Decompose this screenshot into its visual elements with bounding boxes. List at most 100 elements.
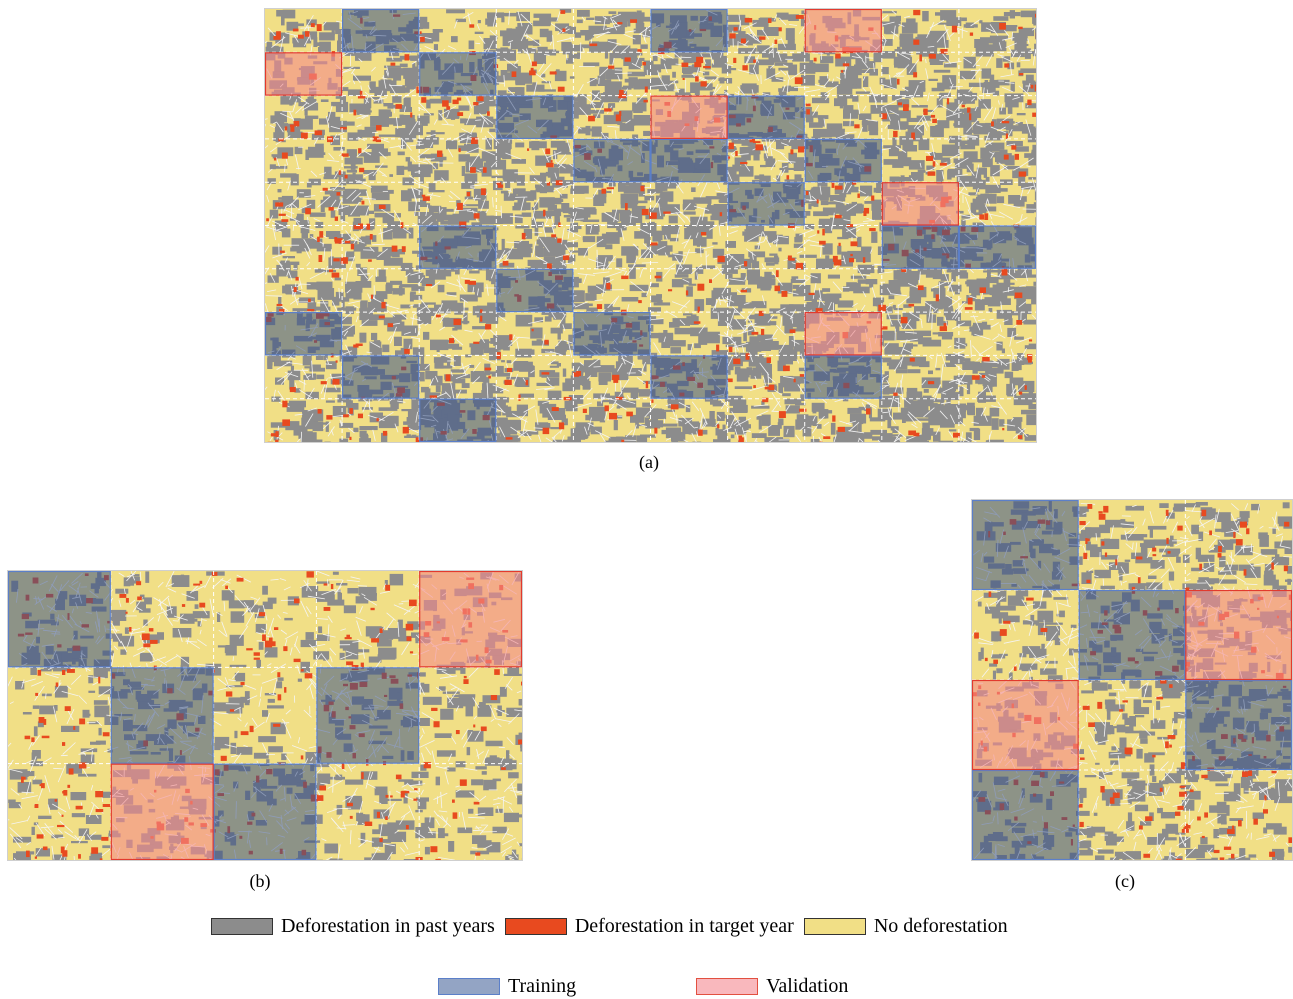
past-deforestation-patch [813,198,819,207]
boundary-line [679,319,686,326]
boundary-line [359,319,369,327]
past-deforestation-patch [266,41,273,53]
past-deforestation-patch [586,128,599,132]
boundary-line [965,196,972,214]
boundary-line [352,80,356,85]
past-deforestation-patch [535,155,552,166]
past-deforestation-patch [885,306,893,314]
boundary-line [782,85,786,92]
boundary-line [356,114,368,119]
past-deforestation-patch [896,21,901,25]
past-deforestation-patch [780,375,794,388]
past-deforestation-patch [304,109,308,116]
past-deforestation-patch [598,255,613,262]
boundary-line [926,21,935,38]
past-deforestation-patch [642,352,658,365]
past-deforestation-patch [292,271,298,277]
boundary-line [836,76,842,80]
past-deforestation-patch [761,414,771,426]
past-deforestation-patch [791,137,809,150]
boundary-line [686,215,691,223]
past-deforestation-patch [549,365,559,368]
past-deforestation-patch [895,15,901,22]
boundary-line [368,307,376,314]
past-deforestation-patch [503,176,517,183]
boundary-line [364,91,376,102]
past-deforestation-patch [375,165,388,168]
boundary-line [776,324,786,336]
past-deforestation-patch [981,22,994,32]
past-deforestation-patch [412,304,428,308]
past-deforestation-patch [812,416,818,426]
past-deforestation-patch [350,163,356,170]
boundary-line [970,19,980,27]
boundary-line [621,378,630,390]
past-deforestation-patch [623,186,641,194]
boundary-line [700,245,702,258]
past-deforestation-patch [578,248,588,256]
boundary-line [748,26,760,41]
boundary-line [884,123,889,129]
boundary-line [985,27,996,33]
past-deforestation-patch [569,345,577,351]
boundary-line [939,410,948,420]
past-deforestation-patch [799,254,817,258]
boundary-line [650,84,668,87]
past-deforestation-patch [590,426,602,435]
boundary-line [575,84,584,98]
boundary-line [777,38,783,41]
past-deforestation-patch [487,388,504,394]
boundary-line [800,353,804,363]
past-deforestation-patch [770,47,778,59]
past-deforestation-patch [342,195,359,204]
boundary-line [972,55,983,68]
boundary-line [731,411,742,427]
boundary-line [450,371,453,377]
boundary-line [886,309,893,326]
boundary-line [482,357,495,364]
past-deforestation-patch [667,399,685,409]
past-deforestation-patch [841,251,850,262]
past-deforestation-patch [400,304,411,309]
past-deforestation-patch [958,386,964,397]
boundary-line [356,124,362,127]
boundary-line [526,34,542,46]
past-deforestation-patch [712,248,725,258]
boundary-line [960,136,978,138]
past-deforestation-patch [999,419,1005,427]
past-deforestation-patch [800,16,806,27]
boundary-line [818,299,821,308]
past-deforestation-patch [477,101,490,114]
past-deforestation-patch [884,343,899,355]
past-deforestation-patch [963,125,973,135]
past-deforestation-patch [873,200,885,207]
boundary-line [967,209,973,218]
boundary-line [863,274,871,277]
past-deforestation-patch [869,417,886,422]
past-deforestation-patch [932,332,950,335]
boundary-line [413,181,430,189]
past-deforestation-patch [510,66,521,73]
past-deforestation-patch [513,188,517,200]
boundary-line [371,66,376,72]
past-deforestation-patch [782,56,801,60]
boundary-line [439,326,446,331]
boundary-line [975,64,981,67]
boundary-line [355,315,359,323]
boundary-line [1013,383,1026,395]
past-deforestation-patch [883,79,892,89]
past-deforestation-patch [695,83,713,91]
boundary-line [289,297,300,305]
boundary-line [345,230,354,240]
past-deforestation-patch [349,149,355,153]
past-deforestation-patch [825,410,833,414]
past-deforestation-patch [922,339,942,347]
past-deforestation-patch [419,154,433,159]
past-deforestation-patch [764,27,779,36]
past-deforestation-patch [452,378,466,384]
past-deforestation-patch [682,422,701,434]
past-deforestation-patch [917,169,926,173]
past-deforestation-patch [585,293,597,301]
past-deforestation-patch [412,287,416,291]
past-deforestation-patch [819,218,835,228]
